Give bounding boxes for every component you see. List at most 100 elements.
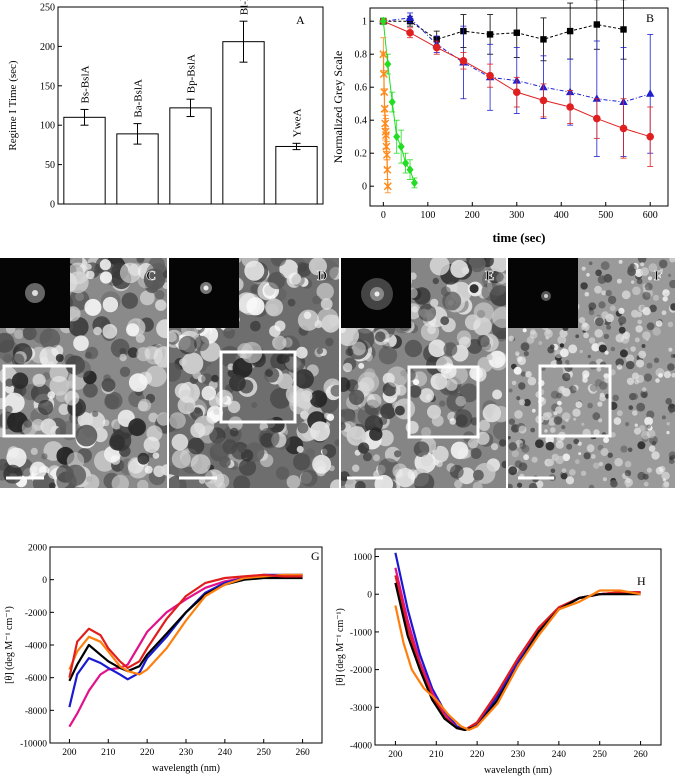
data-point	[566, 27, 574, 35]
x-tick-label: 300	[509, 210, 524, 221]
bar	[63, 116, 106, 205]
data-point	[512, 88, 521, 96]
zoom-box-e	[407, 365, 480, 439]
y-tick-label: -8000	[25, 707, 47, 717]
data-point	[646, 89, 655, 97]
data-point	[620, 26, 627, 33]
y-tick-label: 1000	[353, 553, 372, 563]
y-tick-label: -3000	[350, 704, 372, 714]
x-tick-label: 240	[218, 748, 233, 758]
data-point	[459, 57, 468, 65]
x-tick-label: 240	[552, 750, 567, 760]
x-axis-label: wavelength (nm)	[484, 765, 552, 776]
series-3	[379, 16, 418, 189]
data-point	[593, 21, 601, 28]
x-tick-label: 260	[633, 750, 648, 760]
data-point	[384, 59, 392, 69]
y-axis-label: [θ] (deg M⁻¹ cm⁻¹)	[4, 606, 15, 684]
x-tick-label: 200	[388, 750, 403, 760]
y-tick-label: 50	[45, 160, 55, 171]
chart-h-panel-label: H	[637, 574, 646, 588]
data-point	[381, 119, 390, 128]
data-point	[432, 43, 441, 52]
x-tick-label: 250	[257, 748, 272, 758]
x-axis-label: time (sec)	[492, 230, 545, 245]
y-tick-label: 0.6	[355, 83, 368, 94]
y-tick-label: 0	[362, 182, 367, 193]
y-tick-label: 0	[50, 200, 55, 211]
chart-g-panel-label: G	[311, 549, 320, 563]
chart-a-panel-label: A	[296, 13, 305, 27]
spectrum-line-1	[394, 567, 641, 731]
x-tick-label: 100	[420, 210, 435, 221]
bar-category-label: Bs-BslA	[80, 65, 92, 103]
data-point	[380, 104, 389, 113]
y-tick-label: 100	[40, 121, 55, 132]
chart-b-panel-label: B	[646, 11, 654, 25]
y-axis-label: [θ] (deg M⁻¹ cm⁻¹)	[335, 608, 346, 686]
chart-b-grey-scale: B 0 0.2 0.4 0.6 0.8 1 0 100 200 300 400 500 600 time …	[331, 0, 669, 245]
bar-category-label: Bp-BslA	[186, 54, 198, 93]
x-tick-label: 250	[593, 750, 608, 760]
data-point	[379, 16, 387, 26]
y-tick-label: -2000	[350, 666, 372, 676]
bar	[222, 41, 265, 205]
bar	[169, 107, 212, 205]
zoom-box-c	[2, 364, 76, 438]
x-tick-label: 210	[101, 748, 116, 758]
data-point	[592, 94, 602, 102]
spectrum-line-3	[68, 573, 303, 676]
data-point	[513, 29, 520, 36]
spectrum-line-2	[68, 576, 303, 682]
x-tick-label: 210	[429, 750, 444, 760]
data-point	[402, 158, 410, 168]
bar	[275, 145, 318, 205]
data-point	[566, 103, 574, 111]
y-tick-label: 0.2	[355, 149, 368, 160]
series-line	[383, 20, 624, 40]
y-tick-label: 0	[367, 591, 372, 601]
x-tick-label: 260	[295, 748, 310, 758]
spectrum-line-2	[394, 575, 641, 731]
y-tick-label: 200	[40, 42, 55, 53]
chart-a-regime-time: A 0 50 100 150 200 250 Regime I Time (sec) Bs-B…	[7, 0, 324, 211]
y-axis-label: Normalized Grey Scale	[331, 51, 345, 164]
data-point	[406, 28, 414, 37]
data-point	[619, 124, 628, 133]
y-tick-label: 0.8	[355, 50, 368, 61]
spectrum-line-4	[68, 573, 303, 678]
data-point	[486, 71, 494, 80]
y-tick-label: 2000	[28, 544, 47, 554]
micro-label-f: F	[654, 269, 663, 284]
y-tick-label: 150	[40, 81, 55, 92]
x-tick-label: 220	[140, 748, 155, 758]
zoom-box-d	[219, 350, 297, 424]
data-point	[410, 178, 418, 188]
data-point	[486, 31, 494, 38]
data-point	[593, 114, 601, 123]
y-tick-label: 0	[42, 576, 47, 586]
y-tick-label: -10000	[20, 740, 47, 750]
x-tick-label: 200	[62, 748, 77, 758]
data-point	[393, 132, 401, 142]
micro-label-c: C	[146, 269, 156, 284]
data-point	[382, 142, 391, 151]
y-tick-label: -4000	[350, 742, 372, 752]
micro-label-d: D	[317, 269, 327, 284]
data-point	[540, 36, 547, 43]
data-point	[539, 96, 548, 105]
x-tick-label: 400	[554, 210, 569, 221]
series-line	[382, 21, 415, 184]
bar-category-label: Ba-BslA	[133, 79, 145, 118]
y-tick-label: 1	[362, 17, 367, 28]
data-point	[382, 150, 391, 159]
bar-category-label: Bl-BslA	[239, 0, 251, 15]
micrograph-d: D	[169, 258, 339, 488]
data-point	[388, 97, 396, 107]
micrograph-f: F	[508, 258, 675, 488]
micrograph-e: E	[341, 258, 506, 488]
series-4	[379, 37, 392, 194]
data-point	[380, 88, 389, 97]
micro-label-e: E	[485, 269, 494, 284]
y-tick-label: -4000	[25, 642, 47, 652]
